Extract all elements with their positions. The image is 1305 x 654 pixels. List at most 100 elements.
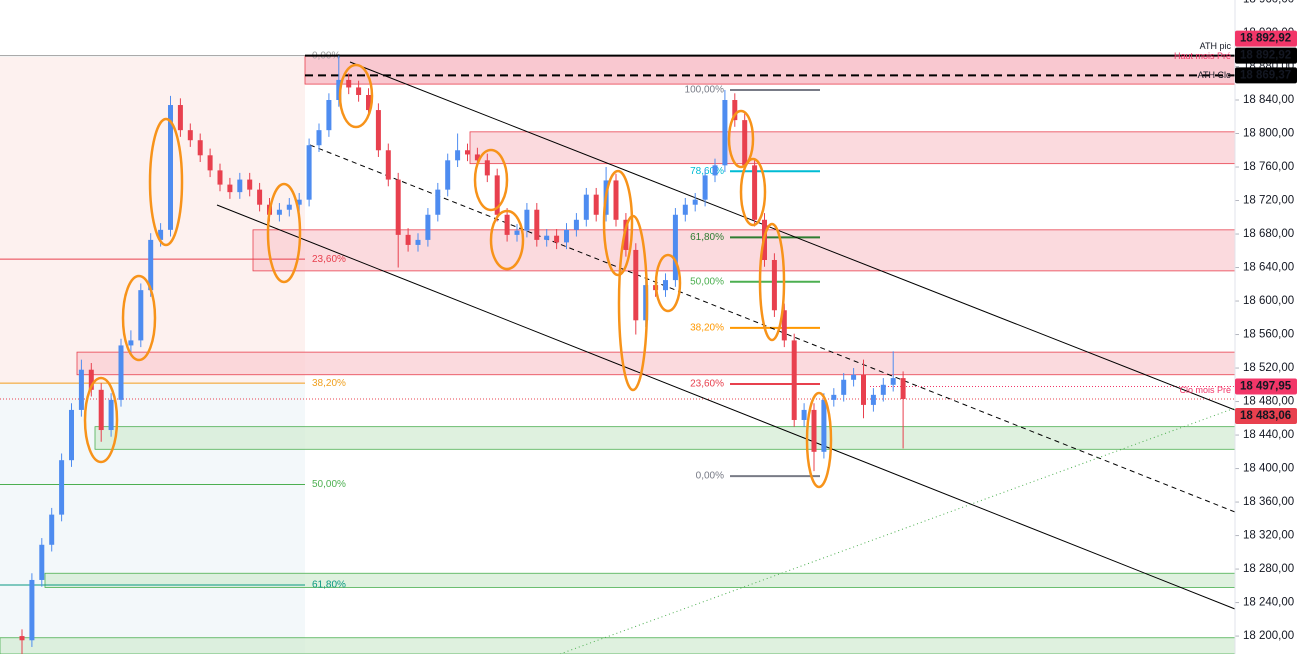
candle-body — [187, 130, 193, 141]
candle-body — [890, 378, 896, 385]
candle-body — [98, 389, 104, 431]
price-badge — [1235, 407, 1297, 424]
candle-body — [682, 204, 688, 215]
candle-body — [702, 175, 708, 200]
candle-body — [257, 189, 263, 205]
candle-body — [455, 150, 461, 161]
fib-label: 50,00% — [312, 479, 346, 490]
fib-label: 100,00% — [685, 85, 725, 96]
y-tick-label: 18 800,00 — [1243, 128, 1294, 140]
candle-body — [217, 170, 223, 185]
y-tick-label: 18 360,00 — [1243, 496, 1294, 508]
level-name: Clo mois Pré — [1179, 385, 1231, 395]
price-badge — [1235, 378, 1297, 395]
trend-line — [349, 61, 1236, 411]
candle-body — [494, 175, 500, 215]
candle-body — [593, 194, 599, 215]
candle-body — [474, 154, 480, 161]
candle-body — [168, 105, 173, 230]
candle-body — [29, 579, 35, 641]
background-zone — [0, 384, 305, 654]
candle-body — [227, 184, 233, 193]
candle-body — [158, 229, 164, 240]
candle-body — [752, 165, 758, 220]
zone — [76, 351, 1236, 376]
fib-label: 38,20% — [312, 378, 346, 389]
candle-body — [564, 229, 569, 243]
price-badge — [1235, 30, 1297, 47]
candle-body — [712, 165, 718, 176]
candle-body — [880, 384, 886, 395]
candle-body — [851, 374, 857, 380]
zone — [469, 131, 1236, 165]
candle-body — [831, 394, 837, 400]
candle-body — [306, 145, 312, 200]
candle-body — [861, 374, 866, 405]
candle-body — [484, 160, 490, 176]
y-tick-label: 18 280,00 — [1243, 563, 1294, 575]
candle-body — [326, 100, 332, 131]
y-tick-label: 18 960,00 — [1243, 0, 1294, 6]
candle-body — [138, 290, 144, 341]
candle-body — [356, 87, 362, 95]
trend-line — [309, 144, 1236, 513]
candle-body — [207, 155, 213, 171]
y-tick-label: 18 440,00 — [1243, 429, 1294, 441]
zone — [94, 426, 1236, 450]
fib-label: 23,60% — [312, 254, 346, 265]
candle-body — [811, 409, 817, 452]
level-name: ATH pic — [1200, 41, 1232, 51]
candle-body — [544, 235, 550, 240]
candle-body — [148, 239, 154, 291]
candle-body — [534, 209, 540, 240]
level-name: ATH Clo — [1198, 70, 1231, 80]
candle-body — [346, 79, 352, 88]
candle-body — [118, 345, 124, 400]
y-tick-label: 18 840,00 — [1243, 94, 1294, 106]
candle-body — [801, 409, 807, 420]
price-badge-label: 18 483,06 — [1240, 410, 1291, 422]
candle-body — [445, 160, 451, 190]
candle-body — [870, 394, 876, 405]
y-tick-label: 18 560,00 — [1243, 329, 1294, 341]
candle-body — [643, 285, 649, 321]
candle-body — [821, 399, 827, 452]
candle-body — [742, 120, 748, 166]
candle-body — [514, 230, 520, 235]
candle-body — [465, 150, 470, 155]
candle-body — [128, 340, 134, 346]
price-badge-label: 18 497,95 — [1240, 381, 1292, 393]
trend-line — [216, 204, 1236, 610]
candle-body — [672, 214, 678, 281]
candle-body — [415, 239, 421, 245]
y-tick-label: 18 760,00 — [1243, 161, 1294, 173]
fib-label: 23,60% — [690, 379, 724, 390]
candle-body — [286, 204, 292, 210]
candle-body — [623, 219, 629, 250]
price-badge — [1235, 67, 1297, 84]
y-tick-label: 18 520,00 — [1243, 362, 1294, 374]
zone — [0, 637, 1236, 654]
candle-body — [49, 514, 55, 545]
candle-body — [197, 140, 203, 156]
y-tick-label: 18 240,00 — [1243, 597, 1294, 609]
candle-body — [900, 378, 906, 400]
candle-body — [573, 219, 579, 230]
price-axis — [1235, 0, 1305, 654]
candle-body — [336, 79, 342, 101]
zone — [304, 55, 1236, 85]
candle-body — [296, 199, 302, 205]
y-tick-label: 18 640,00 — [1243, 262, 1294, 274]
y-tick-label: 18 600,00 — [1243, 295, 1294, 307]
fib-label: 38,20% — [690, 322, 724, 333]
fib-label: 0,00% — [696, 471, 724, 482]
y-tick-label: 18 320,00 — [1243, 530, 1294, 542]
fib-label: 61,80% — [312, 580, 346, 591]
candle-body — [237, 179, 243, 193]
candle-body — [435, 189, 441, 215]
fib-label: 78,60% — [690, 166, 724, 177]
candle-body — [108, 399, 114, 431]
candle-body — [177, 105, 183, 131]
y-tick-label: 18 400,00 — [1243, 463, 1294, 475]
